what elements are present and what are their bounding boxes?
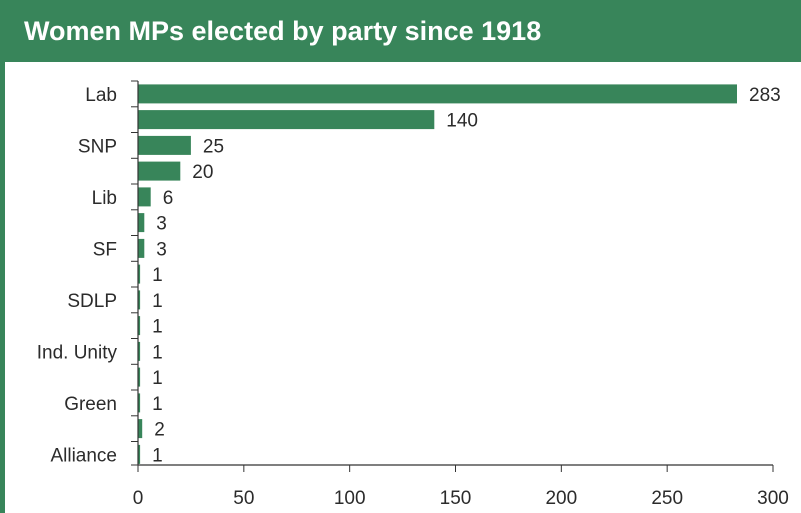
bar bbox=[138, 161, 181, 181]
data-label: 1 bbox=[152, 342, 163, 363]
category-label: Lib bbox=[92, 188, 117, 209]
bar bbox=[138, 290, 141, 310]
bar bbox=[138, 84, 737, 104]
x-tick-label: 300 bbox=[757, 488, 789, 509]
data-label: 3 bbox=[156, 214, 167, 235]
data-label: 6 bbox=[163, 188, 174, 209]
category-label: SDLP bbox=[67, 291, 117, 312]
data-label: 3 bbox=[156, 239, 167, 260]
data-label: 1 bbox=[152, 445, 163, 466]
x-tick-label: 50 bbox=[233, 488, 254, 509]
chart-title: Women MPs elected by party since 1918 bbox=[24, 15, 542, 46]
bar bbox=[138, 110, 435, 130]
data-label: 2 bbox=[154, 420, 165, 441]
data-label: 1 bbox=[152, 265, 163, 286]
data-label: 1 bbox=[152, 394, 163, 415]
bar bbox=[138, 187, 151, 207]
data-label: 1 bbox=[152, 368, 163, 389]
category-label: SNP bbox=[78, 136, 117, 157]
category-label: Green bbox=[64, 394, 117, 415]
x-tick-label: 150 bbox=[440, 488, 472, 509]
x-tick-label: 0 bbox=[133, 488, 144, 509]
data-label: 283 bbox=[749, 85, 781, 106]
category-label: SF bbox=[93, 239, 117, 260]
category-label: Lab bbox=[85, 85, 117, 106]
x-tick-label: 200 bbox=[545, 488, 577, 509]
data-label: 20 bbox=[192, 162, 213, 183]
bar bbox=[138, 316, 141, 336]
bar bbox=[138, 264, 141, 284]
bar bbox=[138, 341, 141, 361]
bar bbox=[138, 393, 141, 413]
category-label: Alliance bbox=[50, 445, 117, 466]
data-label: 140 bbox=[446, 111, 478, 132]
title-bar: Women MPs elected by party since 1918 bbox=[0, 0, 801, 62]
data-label: 1 bbox=[152, 317, 163, 338]
x-tick-label: 100 bbox=[334, 488, 366, 509]
data-label: 1 bbox=[152, 291, 163, 312]
x-tick-label: 250 bbox=[651, 488, 683, 509]
bar bbox=[138, 367, 141, 387]
bar bbox=[138, 213, 145, 233]
left-accent-rule bbox=[0, 62, 5, 513]
bar bbox=[138, 238, 145, 258]
category-label: Ind. Unity bbox=[37, 342, 118, 363]
bar bbox=[138, 419, 143, 439]
data-label: 25 bbox=[203, 136, 224, 157]
bar bbox=[138, 135, 191, 155]
bar bbox=[138, 444, 141, 464]
